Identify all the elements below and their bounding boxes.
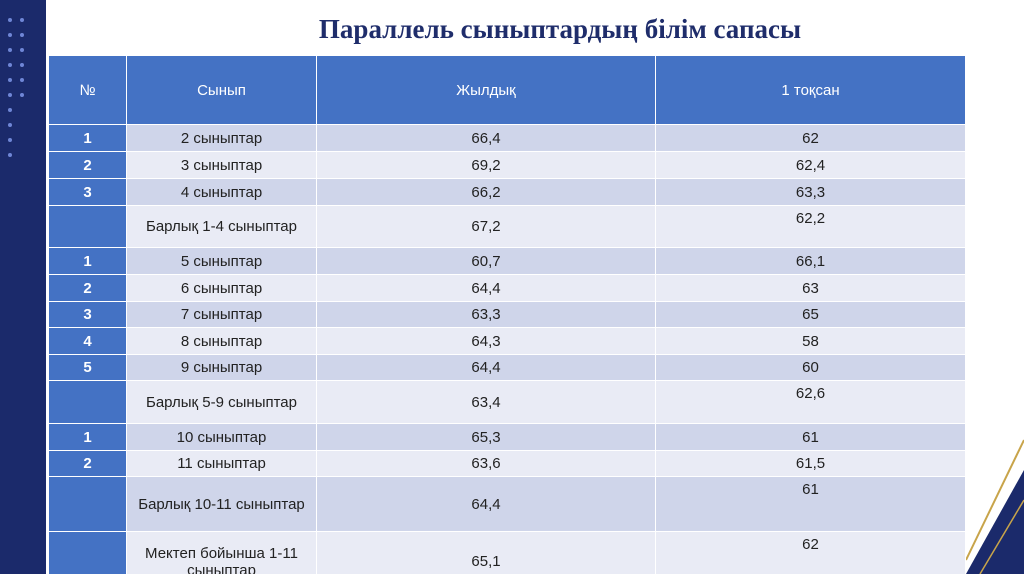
class-cell: Мектеп бойынша 1-11 сыныптар [126, 531, 317, 574]
table-row: Барлық 5-9 сыныптар 63,4 62,6 [48, 380, 966, 424]
table-row: 2 11 сыныптар 63,6 61,5 [48, 450, 966, 477]
class-cell: 2 сыныптар [126, 124, 317, 152]
class-cell: 6 сыныптар [126, 274, 317, 302]
header-cell: Жылдық [316, 55, 656, 125]
row-number: 3 [48, 301, 127, 328]
class-cell: Барлық 5-9 сыныптар [126, 380, 317, 424]
annual-cell: 66,4 [316, 124, 656, 152]
header-row: № Сынып Жылдық 1 тоқсан [48, 55, 966, 125]
annual-cell: 63,3 [316, 301, 656, 328]
header-cell: № [48, 55, 127, 125]
q1-cell: 60 [655, 354, 966, 381]
class-cell: 8 сыныптар [126, 327, 317, 355]
class-cell: 4 сыныптар [126, 178, 317, 206]
q1-cell: 62,2 [655, 205, 966, 248]
q1-cell: 61,5 [655, 450, 966, 477]
class-cell: Барлық 10-11 сыныптар [126, 476, 317, 532]
row-number: 1 [48, 247, 127, 275]
annual-cell: 64,4 [316, 476, 656, 532]
annual-cell: 64,3 [316, 327, 656, 355]
q1-cell: 62,4 [655, 151, 966, 179]
annual-cell: 63,4 [316, 380, 656, 424]
q1-cell: 62 [655, 531, 966, 574]
row-number [48, 531, 127, 574]
row-number: 3 [48, 178, 127, 206]
left-band [0, 0, 46, 574]
gold-line [979, 499, 1024, 574]
row-number: 2 [48, 274, 127, 302]
corner [966, 470, 1024, 574]
row-number [48, 380, 127, 424]
row-number [48, 205, 127, 248]
q1-cell: 66,1 [655, 247, 966, 275]
table-row: 1 10 сыныптар 65,3 61 [48, 423, 966, 451]
class-cell: Барлық 1-4 сыныптар [126, 205, 317, 248]
class-cell: 7 сыныптар [126, 301, 317, 328]
row-number: 5 [48, 354, 127, 381]
class-cell: 11 сыныптар [126, 450, 317, 477]
row-number: 4 [48, 327, 127, 355]
class-cell: 10 сыныптар [126, 423, 317, 451]
annual-cell: 66,2 [316, 178, 656, 206]
row-number [48, 476, 127, 532]
q1-cell: 61 [655, 476, 966, 532]
q1-cell: 63,3 [655, 178, 966, 206]
annual-cell: 69,2 [316, 151, 656, 179]
annual-cell: 65,1 [316, 531, 656, 574]
q1-cell: 62 [655, 124, 966, 152]
q1-cell: 61 [655, 423, 966, 451]
q1-cell: 63 [655, 274, 966, 302]
q1-cell: 58 [655, 327, 966, 355]
class-cell: 3 сыныптар [126, 151, 317, 179]
row-number: 1 [48, 124, 127, 152]
row-number: 1 [48, 423, 127, 451]
annual-cell: 64,4 [316, 354, 656, 381]
row-number: 2 [48, 450, 127, 477]
q1-cell: 62,6 [655, 380, 966, 424]
annual-cell: 67,2 [316, 205, 656, 248]
q1-cell: 65 [655, 301, 966, 328]
row-number: 2 [48, 151, 127, 179]
gold-line [965, 439, 1024, 561]
annual-cell: 64,4 [316, 274, 656, 302]
table-row: Барлық 1-4 сыныптар 67,2 62,2 [48, 205, 966, 248]
header-cell: Сынып [126, 55, 317, 125]
class-cell: 5 сыныптар [126, 247, 317, 275]
class-cell: 9 сыныптар [126, 354, 317, 381]
dots [8, 18, 24, 157]
annual-cell: 63,6 [316, 450, 656, 477]
title: Параллель сыныптардың білім сапасы [318, 14, 802, 44]
table-row: Мектеп бойынша 1-11 сыныптар 65,1 62 [48, 531, 966, 574]
header-cell: 1 тоқсан [655, 55, 966, 125]
annual-cell: 65,3 [316, 423, 656, 451]
annual-cell: 60,7 [316, 247, 656, 275]
table-row: Барлық 10-11 сыныптар 64,4 61 [48, 476, 966, 532]
